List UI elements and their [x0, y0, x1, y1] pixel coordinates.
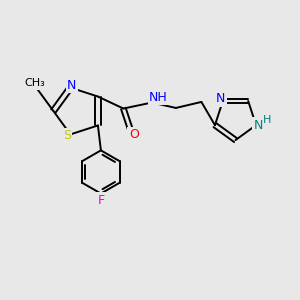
- Text: NH: NH: [149, 91, 168, 103]
- Text: O: O: [129, 128, 139, 141]
- Text: N: N: [67, 79, 76, 92]
- Text: CH₃: CH₃: [24, 78, 45, 88]
- Text: N: N: [254, 119, 263, 132]
- Text: F: F: [97, 194, 104, 207]
- Text: N: N: [216, 92, 225, 105]
- Text: H: H: [263, 115, 272, 125]
- Text: S: S: [63, 129, 71, 142]
